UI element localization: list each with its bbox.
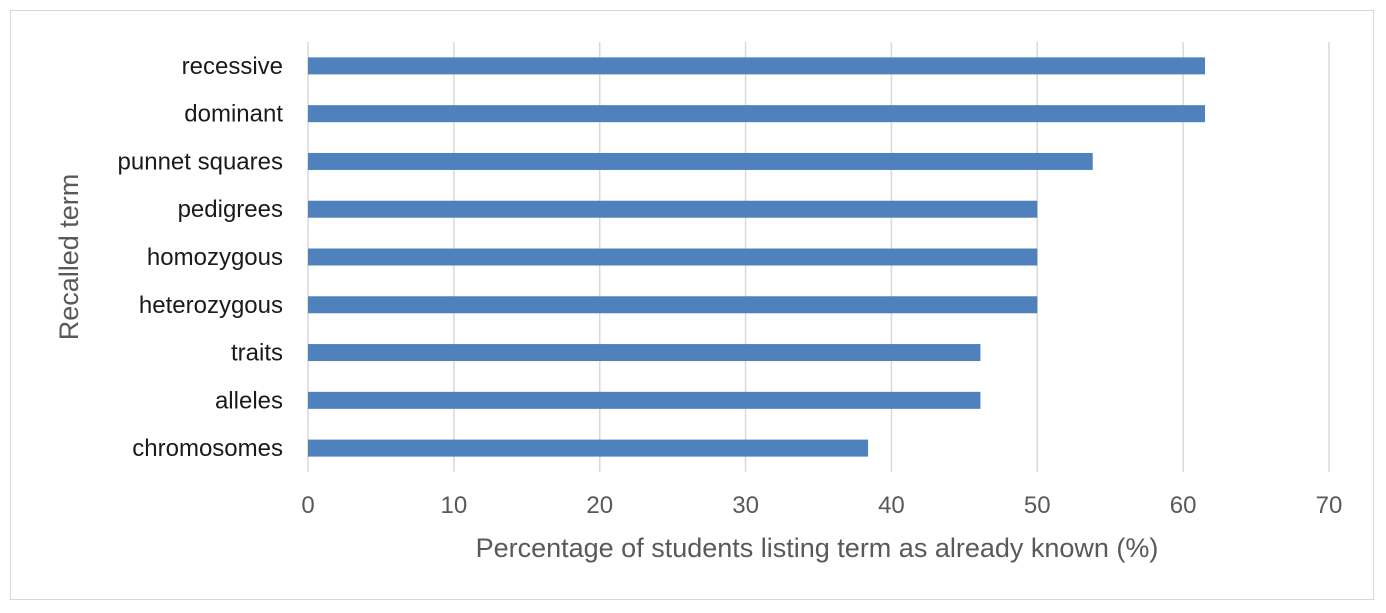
x-tick-label: 60 bbox=[1170, 492, 1197, 519]
x-tick-label: 20 bbox=[586, 492, 613, 519]
x-tick-labels: 0 10 20 30 40 50 60 70 bbox=[301, 492, 1342, 519]
category-label: chromosomes bbox=[132, 435, 283, 462]
x-tick-label: 10 bbox=[441, 492, 468, 519]
x-axis-label: Percentage of students listing term as a… bbox=[476, 533, 1159, 563]
category-label: pedigrees bbox=[178, 196, 283, 223]
category-label: alleles bbox=[215, 387, 283, 414]
bar-pedigrees bbox=[308, 200, 1038, 218]
x-tick-label: 50 bbox=[1024, 492, 1051, 519]
bar-dominant bbox=[308, 105, 1206, 123]
x-tick-label: 70 bbox=[1316, 492, 1343, 519]
category-labels: recessive dominant punnet squares pedigrees… bbox=[118, 53, 284, 462]
category-label: punnet squares bbox=[118, 148, 283, 175]
bar-traits bbox=[308, 344, 981, 362]
y-axis-label: Recalled term bbox=[54, 174, 84, 341]
bar-homozygous bbox=[308, 248, 1038, 266]
bar-recessive bbox=[308, 57, 1206, 75]
category-label: heterozygous bbox=[139, 292, 283, 319]
bar-heterozygous bbox=[308, 296, 1038, 314]
x-tick-label: 30 bbox=[732, 492, 759, 519]
x-tick-label: 0 bbox=[301, 492, 314, 519]
x-tick-label: 40 bbox=[878, 492, 905, 519]
bar-chromosomes bbox=[308, 439, 869, 457]
category-label: traits bbox=[231, 340, 283, 367]
category-label: dominant bbox=[184, 101, 283, 128]
category-label: homozygous bbox=[147, 244, 283, 271]
bars bbox=[308, 57, 1206, 457]
bar-alleles bbox=[308, 391, 981, 409]
bar-punnet-squares bbox=[308, 152, 1093, 170]
category-label: recessive bbox=[182, 53, 283, 80]
